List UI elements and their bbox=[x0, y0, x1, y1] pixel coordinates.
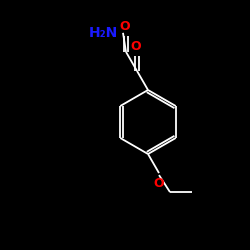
Text: O: O bbox=[120, 20, 130, 34]
Text: H₂N: H₂N bbox=[89, 26, 118, 40]
Text: O: O bbox=[131, 40, 141, 52]
Text: O: O bbox=[154, 177, 164, 190]
